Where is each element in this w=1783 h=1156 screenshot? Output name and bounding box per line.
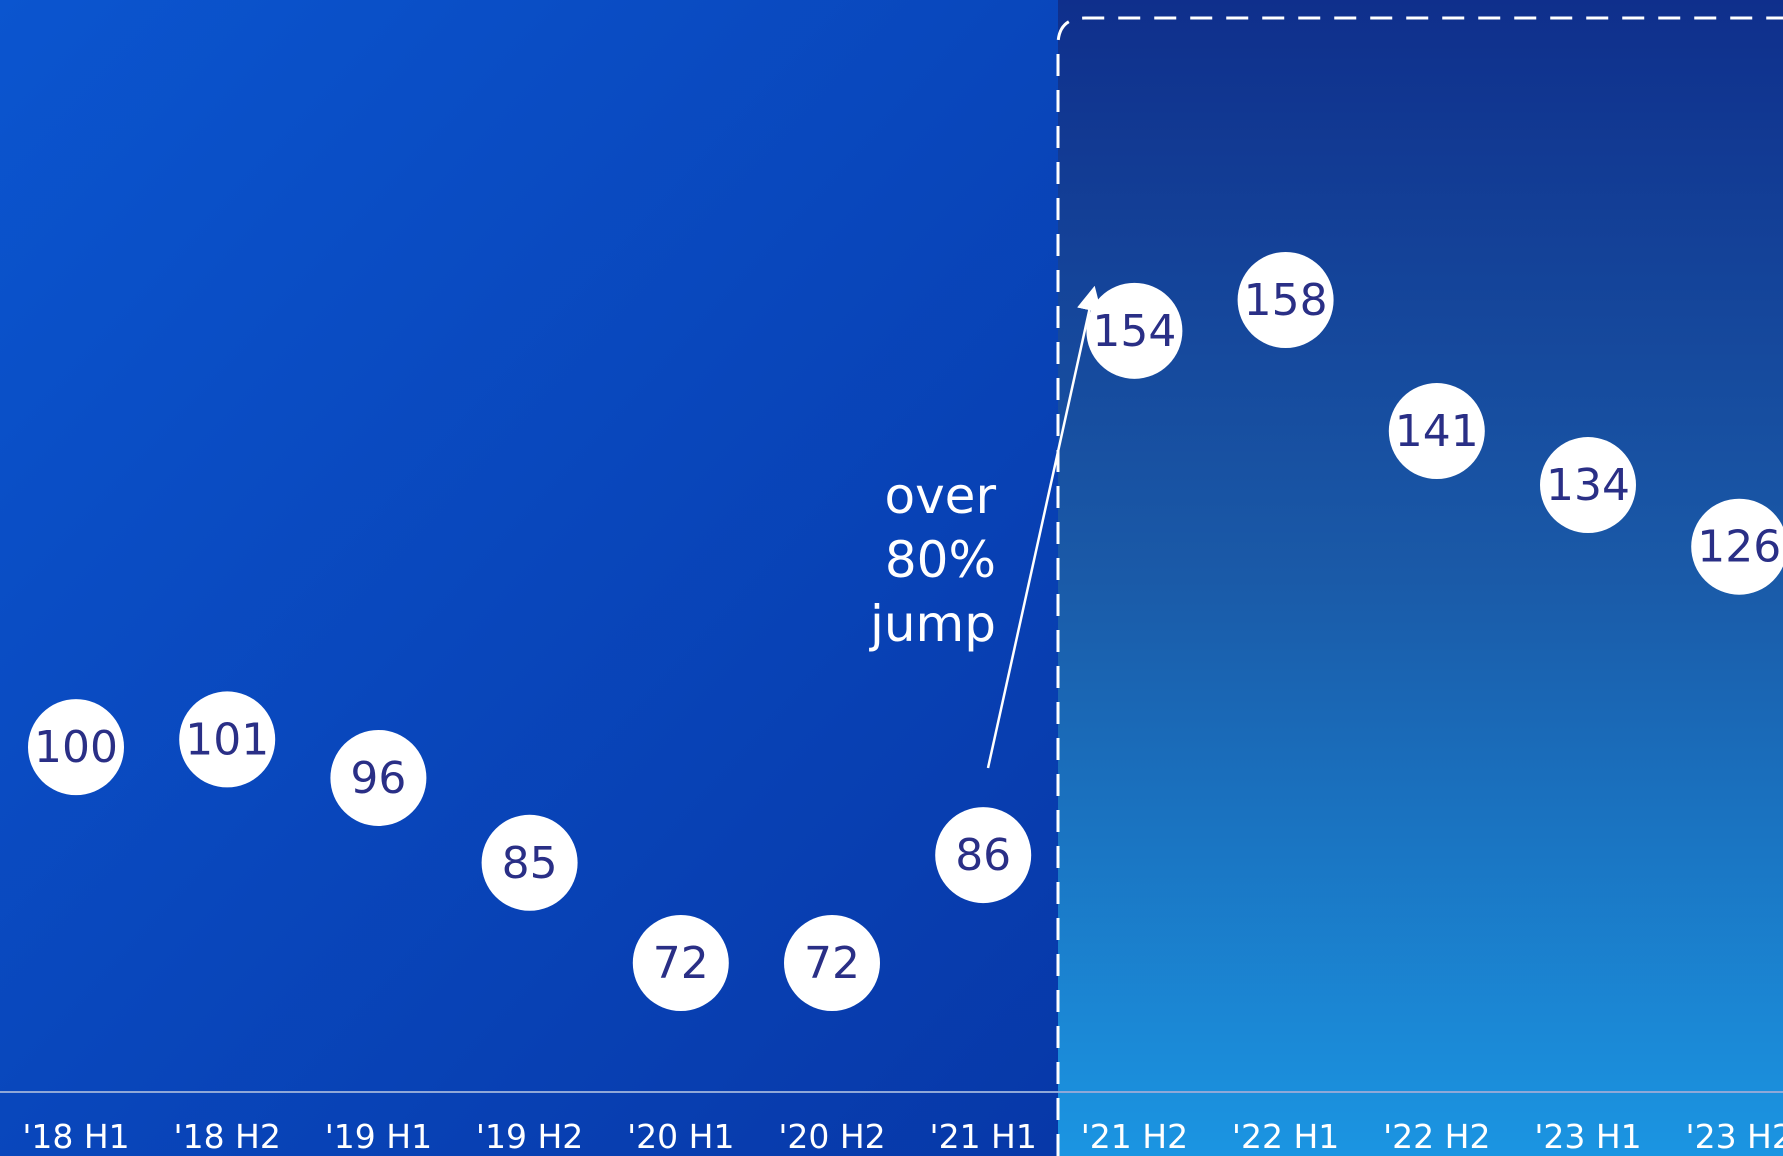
x-tick-label: '19 H1 bbox=[325, 1117, 432, 1156]
data-point-bubble bbox=[1691, 498, 1783, 595]
data-point-bubble bbox=[1540, 437, 1636, 534]
data-point-label: 72 bbox=[804, 938, 860, 989]
data-point-label: 126 bbox=[1697, 522, 1781, 573]
background-left bbox=[0, 0, 1058, 1156]
data-point-bubble bbox=[935, 807, 1032, 904]
data-point-label: 86 bbox=[955, 830, 1011, 881]
x-tick-label: '22 H2 bbox=[1383, 1117, 1490, 1156]
data-point-label: 100 bbox=[34, 722, 118, 773]
data-point-label: 141 bbox=[1395, 406, 1479, 457]
data-point-label: 96 bbox=[350, 753, 406, 804]
data-point-bubble bbox=[179, 691, 276, 788]
x-tick-label: '23 H2 bbox=[1686, 1117, 1783, 1156]
data-point-label: 158 bbox=[1244, 275, 1328, 326]
data-point-bubble bbox=[28, 699, 124, 796]
annotation-line-2: 80% bbox=[885, 531, 996, 589]
x-tick-label: '21 H1 bbox=[930, 1117, 1037, 1156]
annotation-line-1: over bbox=[885, 467, 997, 525]
x-tick-label: '18 H1 bbox=[22, 1117, 129, 1156]
data-point-bubble bbox=[1237, 252, 1334, 348]
x-tick-label: '19 H2 bbox=[476, 1117, 583, 1156]
highlight-box bbox=[1056, 16, 1783, 1156]
data-point-label: 134 bbox=[1546, 460, 1630, 511]
annotation-arrow bbox=[986, 285, 1102, 769]
data-point-bubble bbox=[632, 915, 729, 1011]
x-tick-label: '20 H2 bbox=[778, 1117, 885, 1156]
data-points: 100 101 96 85 72 72 86 154 158 141 134 126 bbox=[28, 252, 1783, 1011]
data-point-label: 72 bbox=[653, 938, 709, 989]
x-axis-ticks: '18 H1 '18 H2 '19 H1 '19 H2 '20 H1 '20 H2 '21 … bbox=[22, 1117, 1783, 1156]
x-tick-label: '20 H1 bbox=[627, 1117, 734, 1156]
data-point-label: 101 bbox=[185, 714, 269, 765]
x-tick-label: '22 H1 bbox=[1232, 1117, 1339, 1156]
annotation-line-3: jump bbox=[869, 595, 996, 653]
data-point-bubble bbox=[481, 814, 578, 911]
x-tick-label: '18 H2 bbox=[174, 1117, 281, 1156]
background-right bbox=[1058, 0, 1783, 1156]
data-point-label: 85 bbox=[502, 838, 558, 889]
data-point-bubble bbox=[784, 915, 880, 1011]
data-point-label: 154 bbox=[1092, 306, 1176, 357]
x-tick-label: '23 H1 bbox=[1534, 1117, 1641, 1156]
data-point-bubble bbox=[330, 729, 427, 826]
data-point-bubble bbox=[1086, 282, 1183, 379]
data-point-bubble bbox=[1388, 383, 1485, 480]
x-tick-label: '21 H2 bbox=[1081, 1117, 1188, 1156]
